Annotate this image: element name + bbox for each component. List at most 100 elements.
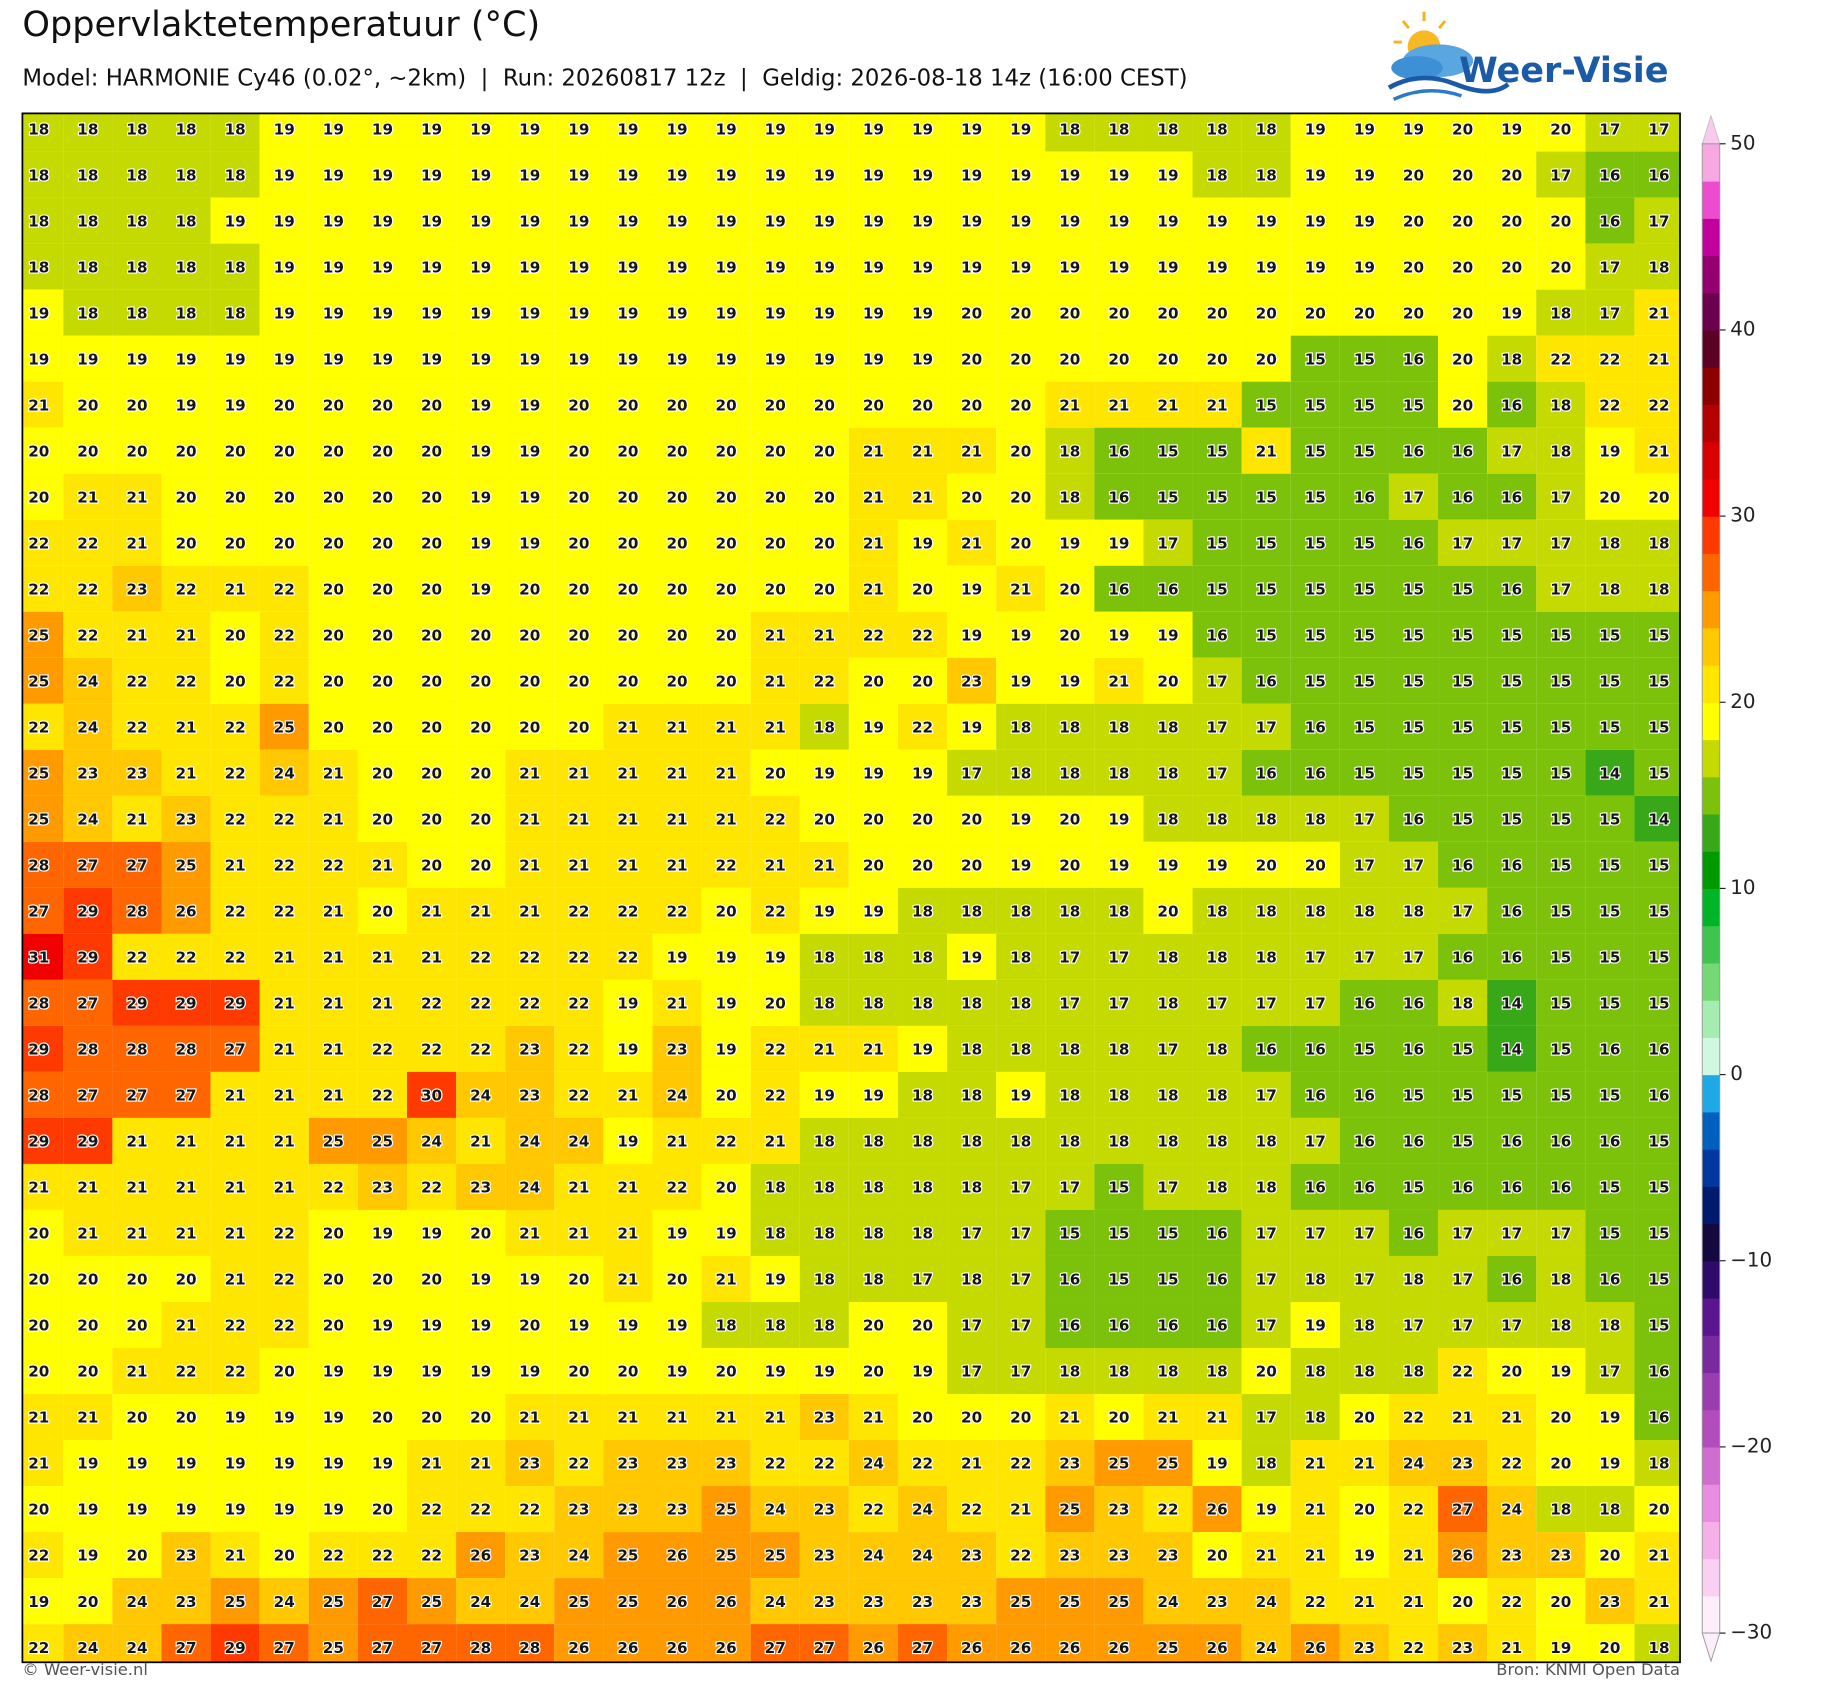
temperature-label: 21	[617, 1271, 638, 1289]
temperature-label: 17	[1010, 1225, 1031, 1243]
temperature-label: 20	[372, 534, 393, 552]
temperature-label: 17	[1010, 1179, 1031, 1197]
temperature-cell	[1536, 611, 1586, 658]
temperature-cell	[456, 1163, 506, 1210]
temperature-label: 18	[912, 903, 933, 921]
temperature-label: 19	[716, 120, 737, 138]
temperature-label: 20	[617, 442, 638, 460]
temperature-label: 17	[961, 1317, 982, 1335]
temperature-label: 17	[1207, 718, 1228, 736]
temperature-label: 20	[568, 580, 589, 598]
temperature-label: 20	[225, 488, 246, 506]
temperature-cell	[1045, 1255, 1095, 1302]
temperature-cell	[701, 1163, 751, 1210]
temperature-label: 19	[1010, 672, 1031, 690]
temperature-label: 21	[617, 1087, 638, 1105]
temperature-label: 19	[814, 166, 835, 184]
temperature-label: 15	[1599, 718, 1620, 736]
temperature-label: 19	[519, 350, 540, 368]
temperature-label: 19	[961, 580, 982, 598]
temperature-label: 21	[863, 488, 884, 506]
temperature-label: 16	[1452, 949, 1473, 967]
temperature-label: 18	[961, 1087, 982, 1105]
temperature-label: 19	[863, 903, 884, 921]
temperature-label: 17	[1354, 949, 1375, 967]
temperature-cell	[1094, 749, 1144, 796]
temperature-label: 15	[1550, 857, 1571, 875]
temperature-label: 18	[175, 258, 196, 276]
temperature-cell	[308, 887, 358, 934]
temperature-label: 22	[274, 1271, 295, 1289]
temperature-cell	[112, 1209, 162, 1256]
temperature-label: 21	[77, 1225, 98, 1243]
temperature-cell	[897, 749, 948, 796]
temperature-label: 19	[765, 166, 786, 184]
temperature-cell	[897, 427, 948, 474]
temperature-label: 20	[666, 534, 687, 552]
temperature-label: 18	[175, 166, 196, 184]
colorbar-segment	[1702, 1521, 1720, 1560]
temperature-cell	[1388, 427, 1439, 474]
temperature-cell	[1634, 473, 1681, 520]
temperature-cell	[259, 979, 309, 1026]
temperature-label: 15	[1452, 718, 1473, 736]
temperature-label: 20	[765, 580, 786, 598]
temperature-cell	[1536, 243, 1586, 290]
colorbar-segment	[1702, 404, 1720, 443]
temperature-cell	[1339, 381, 1389, 428]
temperature-cell	[1536, 657, 1586, 704]
temperature-cell	[406, 933, 457, 980]
temperature-cell	[1339, 657, 1389, 704]
temperature-label: 22	[274, 1317, 295, 1335]
temperature-cell	[799, 197, 849, 244]
temperature-cell	[63, 1025, 113, 1072]
temperature-label: 20	[126, 442, 147, 460]
temperature-cell	[1143, 197, 1193, 244]
temperature-cell	[996, 197, 1046, 244]
temperature-label: 24	[912, 1501, 933, 1519]
temperature-label: 19	[470, 350, 491, 368]
temperature-cell	[1241, 1025, 1291, 1072]
temperature-cell	[210, 657, 260, 704]
temperature-label: 22	[765, 810, 786, 828]
temperature-label: 23	[175, 1593, 196, 1611]
temperature-label: 22	[175, 949, 196, 967]
temperature-cell	[1536, 1025, 1586, 1072]
temperature-cell	[259, 795, 309, 842]
temperature-grid: 18 18 18 18 18 19 19 19 19 19 19 19 19 19 19 19 19 19 19 19…	[22, 113, 1681, 1663]
temperature-label: 16	[1354, 1133, 1375, 1151]
temperature-cell	[848, 657, 898, 704]
temperature-cell	[1045, 1071, 1095, 1118]
temperature-label: 21	[519, 1225, 540, 1243]
temperature-label: 23	[1501, 1547, 1522, 1565]
temperature-cell	[22, 427, 64, 474]
temperature-cell	[1634, 335, 1681, 382]
temperature-cell	[1143, 1163, 1193, 1210]
temperature-label: 23	[814, 1593, 835, 1611]
temperature-label: 16	[1452, 488, 1473, 506]
temperature-cell	[1241, 703, 1291, 750]
temperature-cell	[750, 1071, 800, 1118]
temperature-label: 20	[28, 1501, 49, 1519]
temperature-label: 19	[77, 1455, 98, 1473]
temperature-cell	[1045, 565, 1095, 612]
temperature-cell	[1241, 381, 1291, 428]
temperature-cell	[357, 335, 407, 382]
temperature-label: 19	[274, 350, 295, 368]
temperature-cell	[22, 1301, 64, 1348]
temperature-label: 19	[666, 258, 687, 276]
temperature-cell	[505, 151, 555, 198]
temperature-label: 17	[1354, 857, 1375, 875]
temperature-cell	[406, 703, 457, 750]
colorbar-segment	[1702, 143, 1720, 182]
temperature-label: 19	[274, 120, 295, 138]
temperature-label: 29	[225, 1639, 246, 1657]
temperature-cell	[1388, 1117, 1439, 1164]
temperature-label: 18	[1157, 764, 1178, 782]
temperature-label: 20	[814, 580, 835, 598]
temperature-label: 27	[126, 857, 147, 875]
temperature-label: 16	[1305, 1041, 1326, 1059]
temperature-label: 21	[1108, 396, 1129, 414]
temperature-label: 17	[912, 1271, 933, 1289]
temperature-label: 20	[568, 534, 589, 552]
